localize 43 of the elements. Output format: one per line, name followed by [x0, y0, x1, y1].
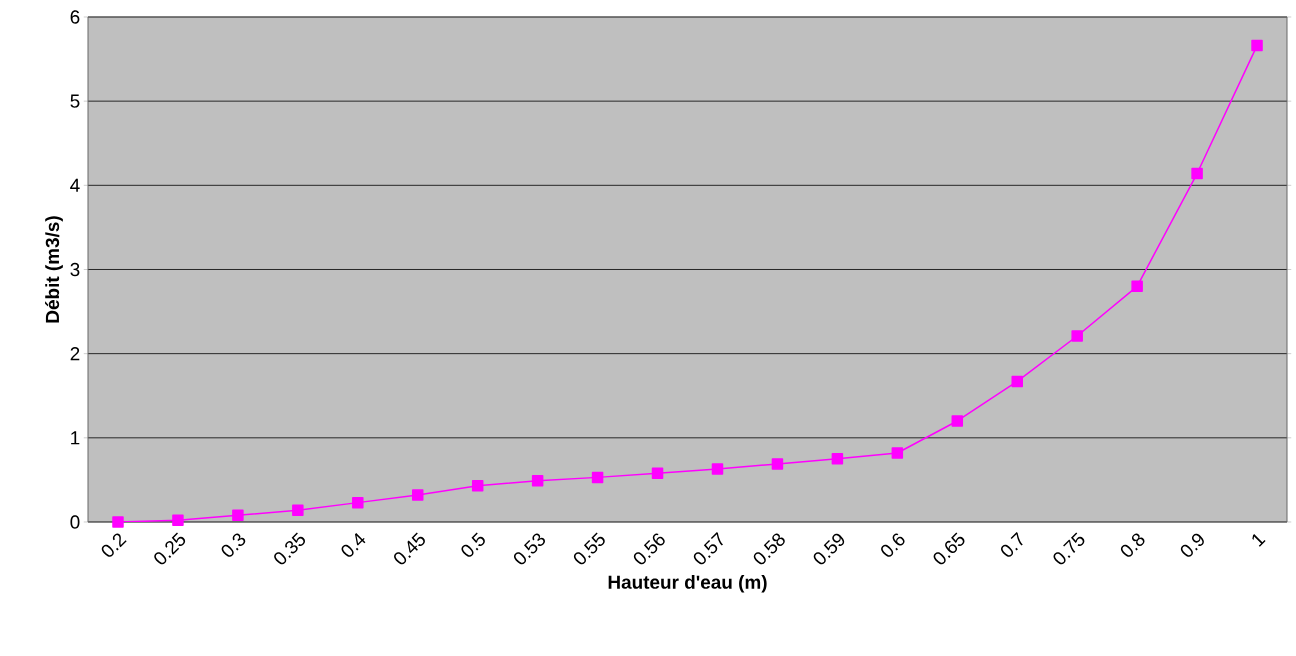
- x-tick-label: 0.25: [154, 532, 186, 565]
- y-tick-label: 6: [70, 10, 80, 24]
- point: [172, 514, 184, 527]
- y-tick-label: 4: [70, 178, 80, 192]
- point: [1071, 330, 1083, 342]
- point: [112, 516, 124, 528]
- point: [1191, 167, 1203, 180]
- point: [1011, 375, 1023, 388]
- x-tick-label: 0.9: [1180, 533, 1204, 557]
- point: [1131, 280, 1143, 293]
- x-tick-label: 0.5: [461, 532, 485, 557]
- point: [352, 496, 364, 509]
- y-tick-label: 3: [70, 262, 80, 277]
- y-tick-label: 2: [70, 347, 80, 361]
- y-axis-title: Débit (m3/s): [45, 216, 63, 323]
- x-tick-label: 0.53: [513, 533, 546, 565]
- x-tick-label: 0.3: [221, 533, 246, 557]
- point: [771, 458, 784, 470]
- point: [1251, 39, 1263, 52]
- point: [411, 489, 424, 501]
- x-tick-label: 0.4: [341, 533, 366, 557]
- point: [831, 453, 844, 465]
- point: [951, 415, 964, 427]
- y-tick-label: 5: [70, 94, 80, 108]
- y-tick-label: 0: [70, 515, 80, 529]
- x-tick-label: 0.58: [753, 533, 785, 565]
- x-tick-label: 0.2: [101, 533, 127, 557]
- x-tick-label: 1: [1252, 534, 1266, 547]
- point: [232, 509, 244, 521]
- point: [292, 504, 304, 516]
- point: [711, 463, 724, 475]
- x-tick-label: 0.7: [1001, 532, 1023, 557]
- x-tick-label: 0.59: [813, 533, 845, 565]
- x-tick-label: 0.8: [1120, 533, 1145, 557]
- x-tick-label: 0.56: [633, 533, 665, 565]
- point: [471, 480, 484, 492]
- y-tick-label: 1: [71, 431, 80, 445]
- point: [891, 447, 904, 459]
- point: [591, 471, 604, 484]
- x-axis-title: Hauteur d'eau (m): [608, 574, 767, 593]
- point: [531, 474, 544, 487]
- x-tick-label: 0.6: [881, 533, 905, 557]
- point: [651, 467, 664, 479]
